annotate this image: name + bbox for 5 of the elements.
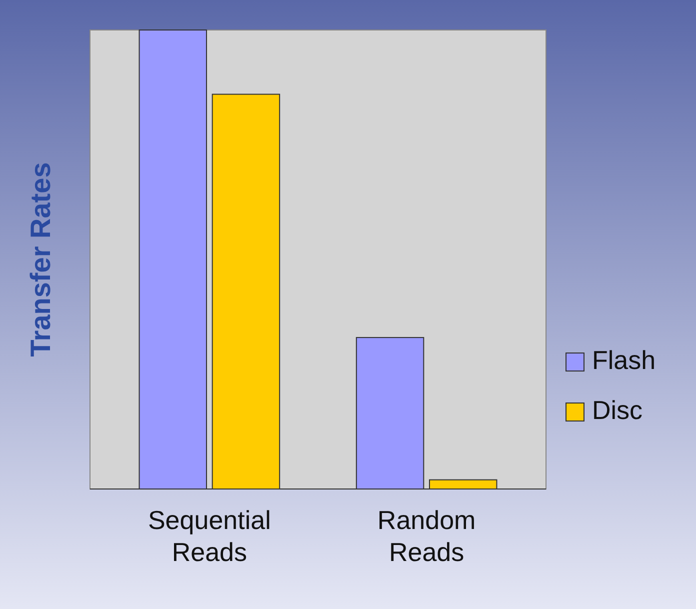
legend-label: Flash [592, 345, 656, 375]
x-tick-label: Sequential Reads [148, 505, 271, 567]
x-tick-label: Random Reads [377, 505, 476, 567]
legend-label: Disc [592, 395, 643, 425]
y-axis-title: Transfer Rates [25, 162, 56, 357]
